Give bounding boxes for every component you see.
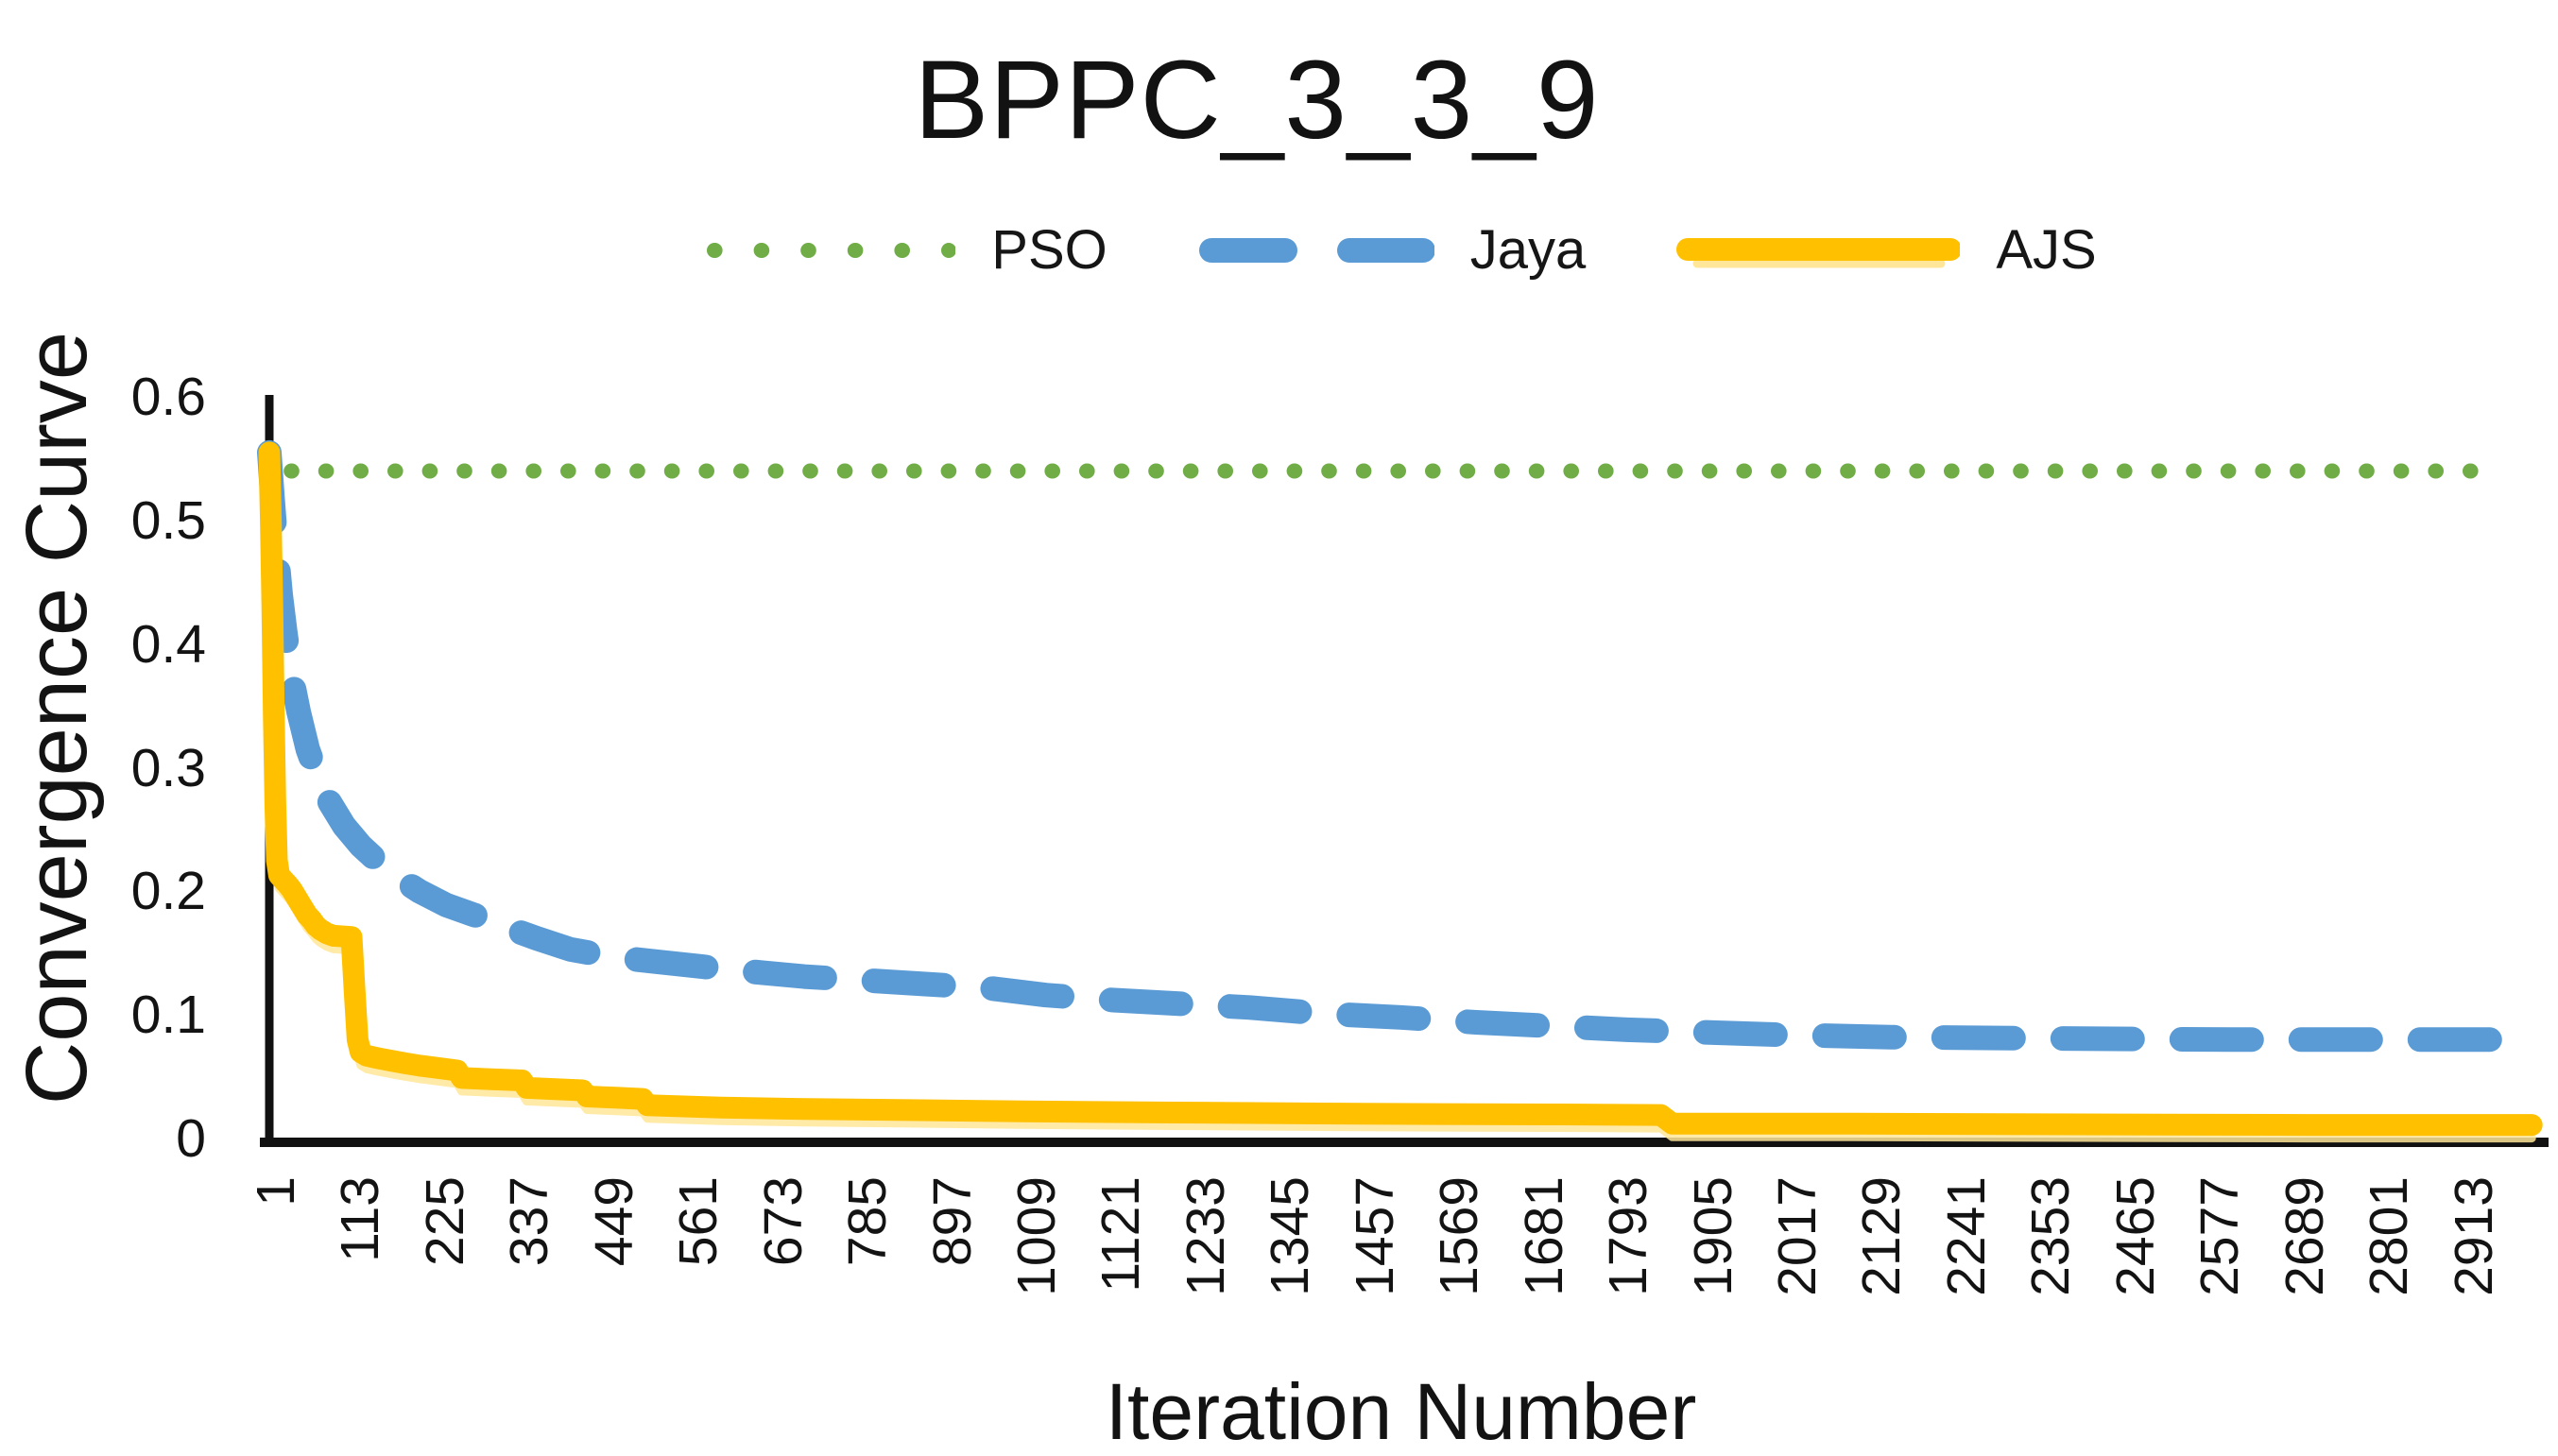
x-tick-label: 1009 [1005, 1176, 1067, 1296]
x-tick-label: 2241 [1935, 1176, 1997, 1296]
x-tick-label: 785 [837, 1176, 899, 1267]
jaya-line [257, 439, 2545, 1053]
plot-area [257, 395, 2549, 1147]
x-tick-label: 2353 [2020, 1176, 2082, 1296]
y-tick-label: 0 [176, 1108, 206, 1169]
x-tick-label: 2913 [2443, 1176, 2504, 1296]
x-tick-label: 1345 [1260, 1176, 1321, 1296]
x-tick-label: 673 [752, 1176, 814, 1267]
dashed-line-swatch-icon [1198, 238, 1434, 263]
x-tick-label: 2689 [2274, 1176, 2335, 1296]
x-tick-label: 1 [246, 1176, 306, 1207]
x-tick-label: 449 [583, 1176, 644, 1267]
x-tick-label: 113 [330, 1176, 391, 1262]
x-tick-label: 1121 [1090, 1176, 1152, 1293]
legend-label: Jaya [1469, 219, 1587, 281]
y-tick-label: 0.4 [130, 613, 206, 675]
x-axis-title: Iteration Number [1105, 1367, 1697, 1456]
x-tick-label: 1233 [1175, 1176, 1236, 1296]
x-tick-label: 2801 [2359, 1176, 2420, 1296]
x-tick-label: 561 [668, 1176, 730, 1267]
legend: PSO Jaya AJS [269, 189, 2532, 312]
dotted-line-swatch-icon [707, 243, 956, 258]
legend-item-pso: PSO [705, 223, 1107, 278]
x-tick-label: 1681 [1513, 1176, 1574, 1296]
y-tick-label: 0.5 [130, 489, 206, 551]
y-tick-label: 0.2 [130, 861, 206, 922]
solid-line-swatch-icon [1676, 238, 1961, 268]
ajs-line [258, 441, 2543, 1137]
legend-label: AJS [1996, 219, 2097, 281]
legend-item-jaya: Jaya [1198, 219, 1587, 281]
legend-item-ajs: AJS [1676, 219, 2097, 281]
x-tick-label: 1457 [1344, 1176, 1405, 1296]
x-tick-label: 1569 [1429, 1176, 1490, 1296]
y-tick-label: 0.1 [130, 985, 206, 1046]
x-tick-label: 1793 [1598, 1176, 1659, 1296]
x-tick-label: 2465 [2104, 1176, 2166, 1296]
x-tick-label: 2577 [2189, 1176, 2251, 1296]
x-tick-label: 2129 [1851, 1176, 1913, 1296]
chart-title: BPPC_3_3_9 [914, 38, 1600, 163]
x-tick-label: 337 [499, 1176, 560, 1267]
x-tick-label: 225 [414, 1176, 475, 1267]
x-tick-label: 897 [921, 1176, 983, 1267]
legend-label: PSO [991, 219, 1107, 281]
x-tick-label: 1905 [1682, 1176, 1743, 1296]
x-tick-label: 2017 [1766, 1176, 1828, 1296]
y-tick-label: 0.3 [130, 737, 206, 798]
y-tick-label: 0.6 [130, 367, 206, 427]
